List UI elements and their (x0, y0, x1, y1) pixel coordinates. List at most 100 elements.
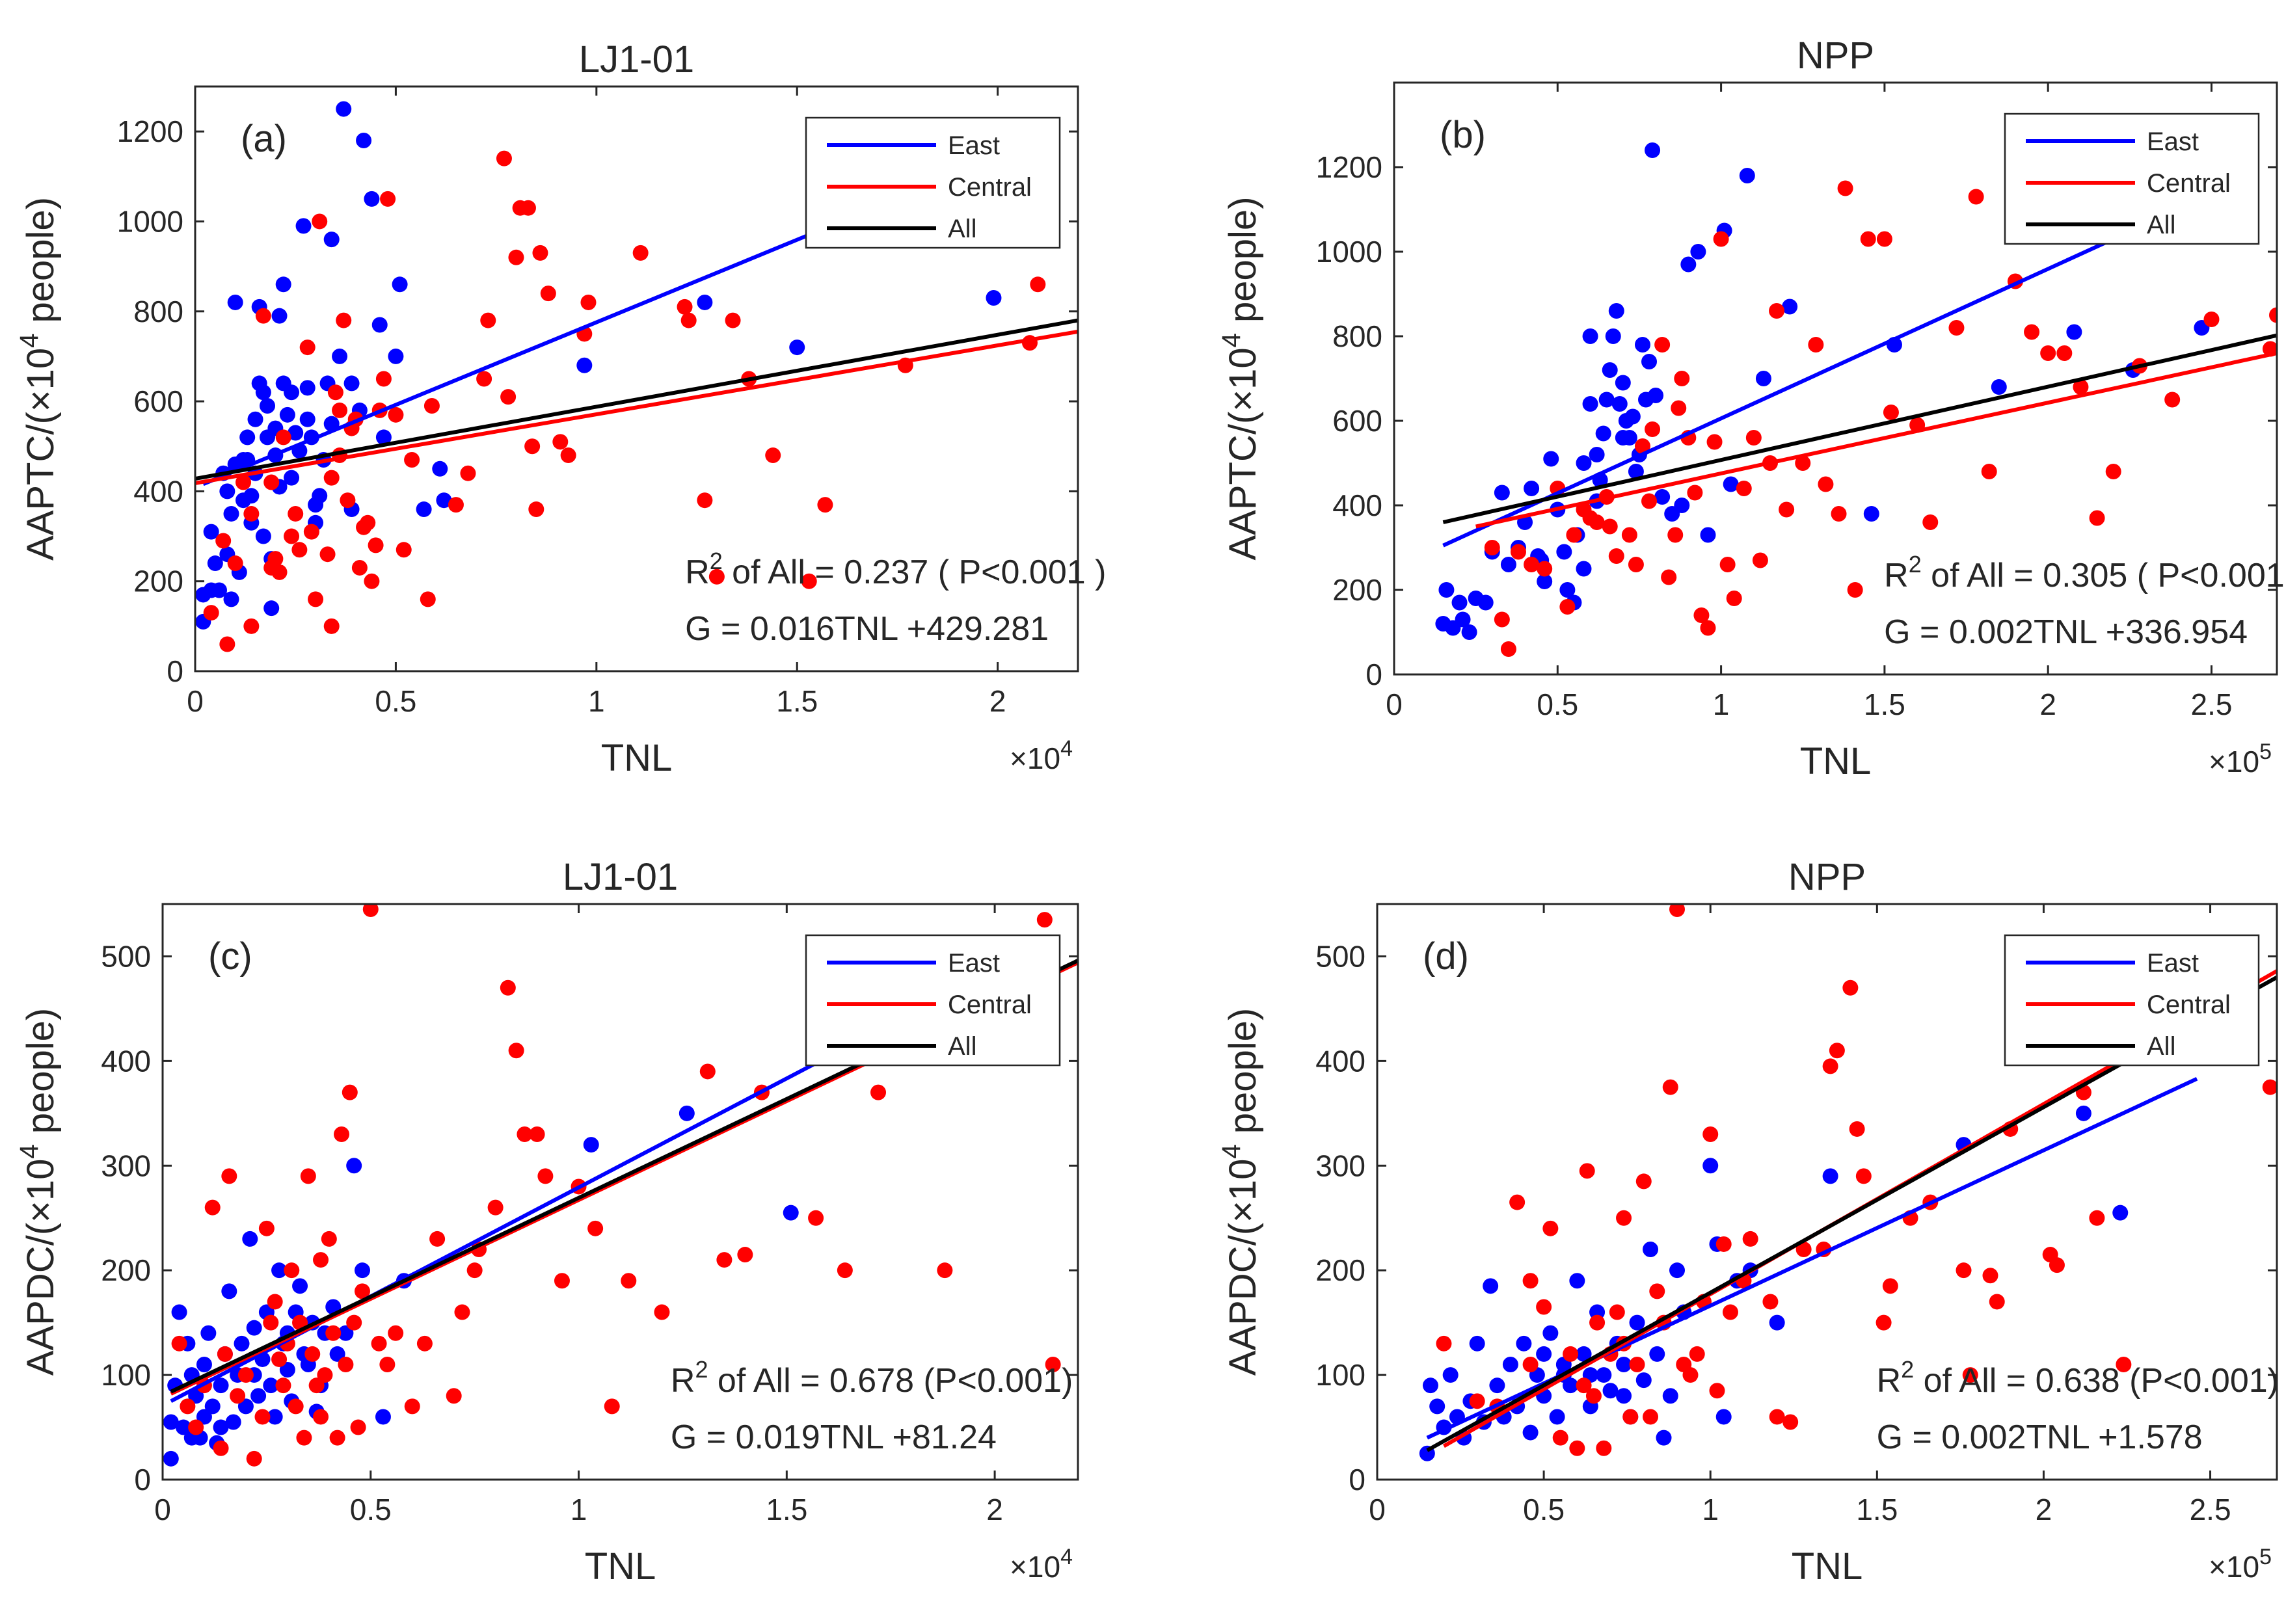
equation-annotation: G = 0.002TNL +336.954 (1884, 613, 2248, 651)
data-point-central (1484, 540, 1500, 555)
legend: East Central All (2004, 934, 2260, 1067)
data-point-central (446, 1388, 462, 1404)
data-point-central (429, 1231, 446, 1247)
r2-text: of All = 0.638 (P<0.001) (1914, 1362, 2279, 1400)
data-point-east (1582, 328, 1598, 344)
x-tick-label: 2.5 (2190, 1493, 2231, 1526)
data-point-east (1522, 1424, 1539, 1441)
data-point-east (1542, 1325, 1559, 1341)
x-tick-label: 1.5 (1856, 1493, 1898, 1526)
data-point-east (1648, 388, 1664, 403)
data-point-central (725, 312, 741, 328)
data-point-east (234, 1335, 250, 1351)
data-point-central (1542, 1220, 1559, 1236)
x-tick-label: 0.5 (1537, 687, 1578, 721)
y-tick-label: 200 (133, 565, 183, 598)
x-axis-label: TNL (601, 737, 673, 779)
y-axis-label-base: AAPTC/(×10 (1222, 347, 1264, 560)
data-point-central (448, 497, 464, 513)
legend-label-all: All (948, 215, 976, 243)
data-point-central (1589, 514, 1605, 530)
data-point-east (295, 218, 312, 234)
data-point-central (2269, 307, 2277, 323)
y-axis-label-base: AAPDC/(×10 (1222, 1159, 1264, 1376)
panel-d: NPP 0 0.5 1 1.5 2 2.5 0 100 200 300 400 500 TNL ×105 AA… (1217, 856, 2279, 1588)
data-point-central (1537, 561, 1553, 577)
data-point-central (697, 492, 713, 509)
data-point-central (1860, 231, 1876, 247)
data-point-central (2116, 1357, 2132, 1372)
data-point-east (243, 488, 260, 504)
data-point-east (1690, 244, 1706, 260)
data-point-central (1715, 1236, 1732, 1252)
data-point-central (258, 1220, 275, 1236)
x-tick-label: 0.5 (1523, 1493, 1565, 1526)
data-point-central (1700, 620, 1716, 636)
data-point-central (1779, 501, 1795, 518)
y-axis-label-base: AAPDC/(×10 (20, 1159, 62, 1376)
legend-label-east: East (948, 131, 1000, 160)
data-point-central (1509, 1194, 1526, 1210)
data-point-central (1883, 405, 1899, 420)
data-point-central (388, 1325, 404, 1341)
r2-exp: 2 (695, 1356, 708, 1383)
data-point-central (1622, 1409, 1639, 1425)
data-point-east (1669, 1262, 1685, 1279)
data-point-central (221, 1168, 237, 1184)
data-point-central (1602, 518, 1618, 535)
data-point-central (296, 1430, 312, 1446)
data-point-central (737, 1247, 753, 1263)
data-point-east (275, 276, 291, 293)
data-point-east (263, 1378, 279, 1394)
data-point-central (180, 1398, 196, 1415)
data-point-east (986, 290, 1002, 306)
data-point-central (327, 384, 343, 401)
data-point-east (263, 600, 280, 617)
data-point-east (1645, 142, 1661, 158)
data-point-central (1689, 1346, 1705, 1362)
legend-label-all: All (2147, 1032, 2175, 1061)
y-axis-label-suffix: people) (20, 1008, 62, 1145)
data-point-central (267, 551, 284, 567)
data-point-central (1596, 1440, 1612, 1456)
legend: East Central All (805, 116, 1061, 249)
data-point-east (1576, 1346, 1592, 1362)
data-point-central (1621, 527, 1637, 543)
data-point-central (308, 591, 324, 607)
data-point-central (213, 1440, 229, 1456)
data-point-central (560, 447, 576, 464)
data-point-east (1611, 396, 1628, 412)
data-point-central (271, 1351, 288, 1367)
x-tick-label: 0 (154, 1493, 171, 1526)
y-tick-label: 1000 (117, 204, 183, 238)
x-tick-label: 2 (2036, 1493, 2052, 1526)
data-point-east (299, 411, 316, 427)
data-point-central (243, 618, 260, 634)
y-axis-label-suffix: people) (20, 197, 62, 334)
legend-label-east: East (2147, 949, 2199, 978)
y-tick-label: 400 (101, 1044, 151, 1078)
data-point-central (1522, 1357, 1539, 1372)
data-point-east (271, 308, 288, 324)
r2-exp: 2 (1901, 1356, 1914, 1383)
data-point-central (937, 1262, 953, 1279)
data-point-central (1671, 400, 1687, 416)
y-tick-label: 0 (1349, 1463, 1365, 1497)
y-tick-label: 500 (101, 939, 151, 973)
data-point-central (275, 1378, 291, 1394)
data-point-central (520, 200, 536, 216)
data-point-central (1469, 1393, 1485, 1409)
data-point-central (2203, 312, 2220, 327)
data-point-central (323, 618, 340, 634)
data-point-east (279, 1362, 295, 1378)
data-point-central (424, 397, 440, 414)
data-point-central (1956, 1262, 1972, 1279)
data-point-east (246, 1320, 262, 1336)
data-point-central (808, 1210, 824, 1226)
data-point-central (2089, 1210, 2105, 1226)
panel-label: (c) (208, 935, 252, 978)
data-point-central (319, 546, 336, 563)
data-point-east (1615, 375, 1631, 391)
data-point-central (1762, 1294, 1779, 1310)
